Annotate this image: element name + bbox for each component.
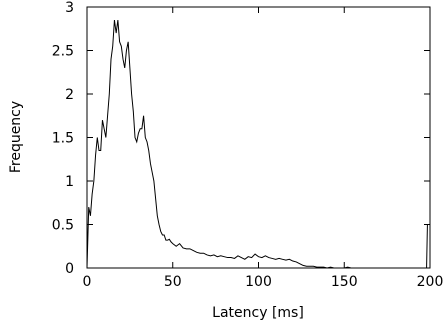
x-tick-label: 0: [83, 274, 92, 290]
y-tick-label: 1.5: [52, 131, 74, 147]
x-tick-label: 200: [417, 274, 444, 290]
plot-frame: [86, 6, 431, 269]
y-tick-labels: 0 0.5 1 1.5 2 2.5 3: [52, 0, 74, 277]
y-tick-label: 1: [65, 174, 74, 190]
axis-ticks: [86, 6, 431, 269]
y-axis-label: Frequency: [8, 101, 24, 173]
x-tick-label: 50: [164, 274, 182, 290]
series-line: [86, 19, 428, 269]
y-tick-label: 0: [65, 261, 74, 277]
y-tick-label: 2: [65, 87, 74, 103]
x-tick-labels: 0 50 100 150 200: [83, 274, 444, 290]
x-axis-label: Latency [ms]: [212, 305, 304, 321]
y-tick-label: 0.5: [52, 218, 74, 234]
y-tick-label: 2.5: [52, 44, 74, 60]
y-tick-label: 3: [65, 0, 74, 16]
x-tick-label: 150: [331, 274, 358, 290]
x-tick-label: 100: [245, 274, 272, 290]
